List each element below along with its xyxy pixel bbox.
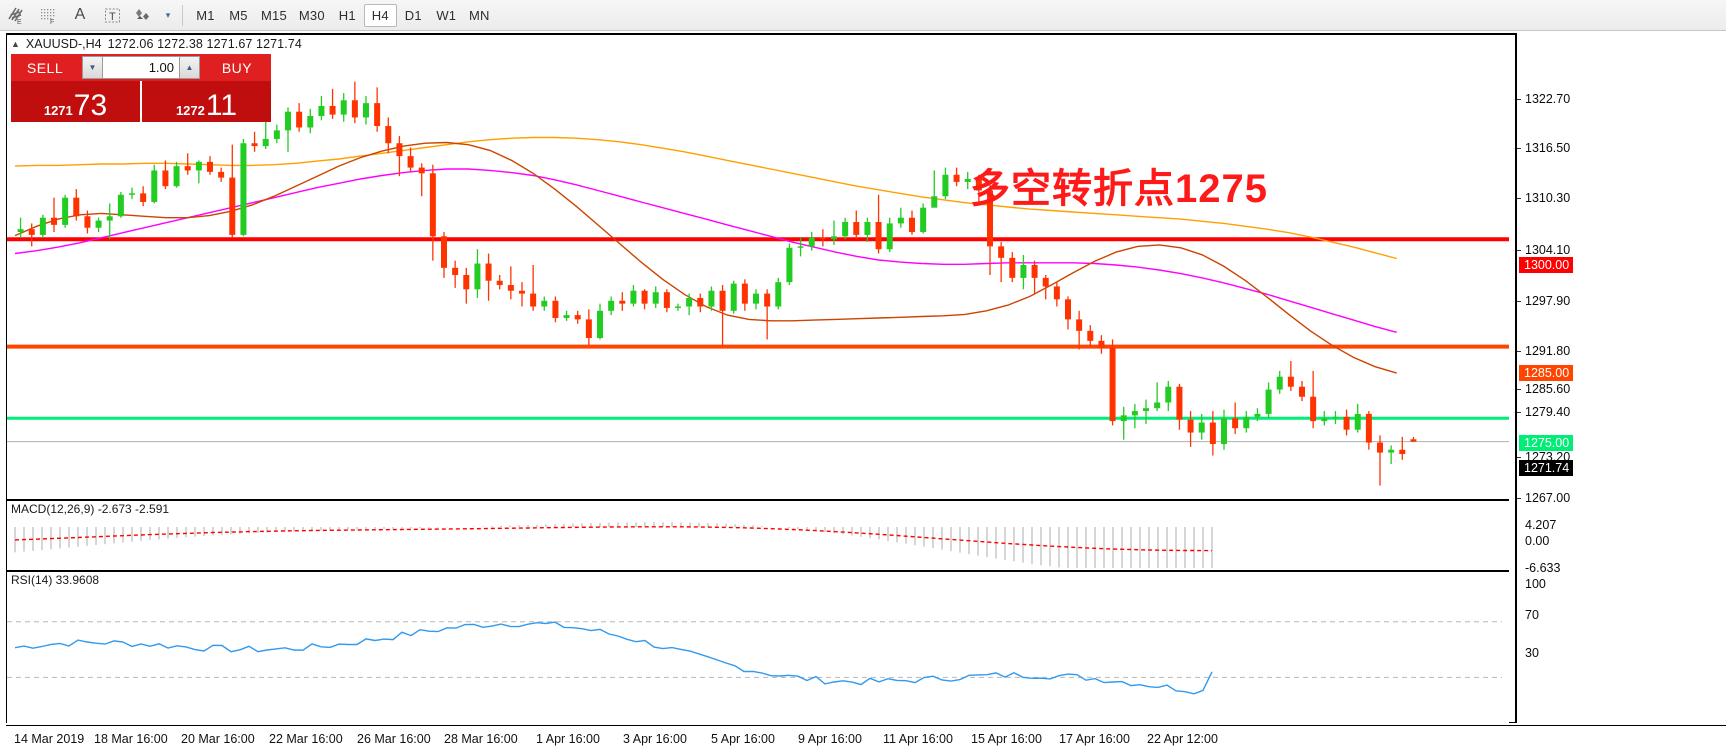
svg-text:F: F [50, 19, 54, 26]
time-label: 22 Apr 12:00 [1147, 732, 1218, 746]
volume-increase-button[interactable]: ▲ [179, 56, 200, 79]
time-label: 5 Apr 16:00 [711, 732, 775, 746]
trade-panel-prices: 1271 73 1272 11 [11, 81, 271, 122]
trade-panel-top-row: SELL ▼ 1.00 ▲ BUY [11, 54, 271, 81]
price-level-tag: 1275.00 [1519, 435, 1574, 451]
volume-control[interactable]: ▼ 1.00 ▲ [79, 54, 203, 81]
sell-button[interactable]: SELL [11, 54, 79, 81]
time-label: 11 Apr 16:00 [883, 732, 953, 746]
rsi-tick: 30 [1525, 646, 1539, 660]
time-label: 17 Apr 16:00 [1059, 732, 1130, 746]
bid-price[interactable]: 1271 73 [11, 81, 142, 122]
text-box-icon[interactable]: T [96, 1, 128, 30]
down-arrow-icon: ▼ [88, 63, 97, 72]
ohlc-values: 1272.06 1272.38 1271.67 1271.74 [107, 37, 302, 51]
macd-label: MACD(12,26,9) -2.673 -2.591 [11, 502, 170, 516]
timeframe-h4[interactable]: H4 [363, 3, 397, 27]
time-label: 14 Mar 2019 [14, 732, 85, 746]
timeframe-m30[interactable]: M30 [298, 7, 325, 23]
bid-price-pips: 73 [73, 89, 108, 122]
buy-button[interactable]: BUY [203, 54, 271, 81]
time-label: 22 Mar 16:00 [269, 732, 343, 746]
chevron-down-glyph: ▾ [165, 9, 171, 20]
volume-input[interactable]: 1.00 [103, 56, 179, 79]
macd-svg [14, 522, 1213, 568]
price-level-tag: 1271.74 [1519, 460, 1574, 476]
volume-decrease-button[interactable]: ▼ [82, 56, 103, 79]
symbol-info-bar: ▲ XAUUSD-,H4 1272.06 1272.38 1271.67 127… [7, 35, 1515, 53]
timeframe-w1[interactable]: W1 [436, 7, 457, 23]
indicators-icon[interactable]: E [0, 1, 32, 30]
symbol-name: XAUUSD-,H4 [25, 37, 102, 51]
time-scale[interactable]: 14 Mar 2019 18 Mar 16:00 20 Mar 16:00 22 Ma… [6, 725, 1726, 753]
time-label: 28 Mar 16:00 [444, 732, 518, 746]
chart-frame[interactable]: ▲ XAUUSD-,H4 1272.06 1272.38 1271.67 127… [6, 33, 1516, 723]
timeframe-d1[interactable]: D1 [404, 7, 422, 23]
chevron-down-icon[interactable]: ▾ [160, 1, 176, 30]
time-label: 3 Apr 16:00 [623, 732, 687, 746]
price-tick: 1297.90 [1517, 294, 1570, 308]
macd-plot-area[interactable]: MACD(12,26,9) -2.673 -2.591 [7, 499, 1509, 568]
macd-tick: 0.00 [1525, 534, 1550, 548]
timeframe-h1[interactable]: H1 [338, 7, 356, 23]
price-plot-area[interactable]: 多空转折点1275 [7, 53, 1509, 497]
main-toolbar: E F A T ▾ M1 M5 M15 M30 [0, 0, 1726, 31]
macd-tick: 4.207 [1525, 518, 1557, 532]
price-tick: 1322.70 [1517, 92, 1570, 106]
price-tick: 1310.30 [1517, 191, 1570, 205]
price-chart-svg [7, 81, 1509, 486]
price-level-tag: 1300.00 [1519, 257, 1574, 273]
bid-price-prefix: 1271 [43, 103, 73, 118]
collapse-triangle-icon[interactable]: ▲ [11, 39, 20, 49]
ask-price-prefix: 1272 [175, 103, 205, 118]
rsi-plot-area[interactable]: RSI(14) 33.9608 [7, 570, 1509, 723]
price-tick: 1291.80 [1517, 344, 1570, 358]
one-click-trade-panel[interactable]: SELL ▼ 1.00 ▲ BUY 1271 73 [11, 54, 271, 122]
timeframe-m5[interactable]: M5 [229, 7, 248, 23]
svg-text:T: T [109, 11, 116, 23]
ask-price[interactable]: 1272 11 [142, 81, 271, 122]
objects-icon[interactable] [128, 1, 160, 30]
time-label: 15 Apr 16:00 [971, 732, 1042, 746]
macd-tick: -6.633 [1525, 561, 1561, 575]
svg-text:E: E [17, 19, 22, 26]
grid-icon[interactable]: F [32, 1, 64, 30]
timeframe-m1[interactable]: M1 [196, 7, 215, 23]
timeframe-m15[interactable]: M15 [261, 7, 287, 23]
rsi-svg [7, 621, 1502, 695]
rsi-tick: 70 [1525, 608, 1539, 622]
time-label: 18 Mar 16:00 [94, 732, 168, 746]
toolbar-divider [182, 4, 183, 26]
up-arrow-icon: ▲ [185, 63, 194, 72]
price-tick: 1267.00 [1517, 491, 1570, 505]
price-tick: 1285.60 [1517, 382, 1570, 396]
chart-window: ▲ XAUUSD-,H4 1272.06 1272.38 1271.67 127… [0, 31, 1726, 756]
rsi-tick: 100 [1525, 577, 1546, 591]
time-label: 9 Apr 16:00 [798, 732, 862, 746]
price-level-tag: 1285.00 [1519, 365, 1574, 381]
rsi-label: RSI(14) 33.9608 [11, 573, 100, 587]
time-label: 26 Mar 16:00 [357, 732, 431, 746]
price-scale[interactable]: 1322.70 1316.50 1310.30 1304.10 1297.90 1291.… [1516, 33, 1726, 723]
timeframe-mn[interactable]: MN [468, 7, 490, 23]
time-label: 1 Apr 16:00 [536, 732, 600, 746]
price-tick: 1316.50 [1517, 141, 1570, 155]
chart-annotation-text: 多空转折点1275 [970, 167, 1268, 211]
price-tick: 1279.40 [1517, 405, 1570, 419]
ask-price-pips: 11 [205, 89, 238, 122]
text-label-icon[interactable]: A [74, 6, 86, 23]
time-label: 20 Mar 16:00 [181, 732, 255, 746]
price-tick: 1304.10 [1517, 243, 1570, 257]
